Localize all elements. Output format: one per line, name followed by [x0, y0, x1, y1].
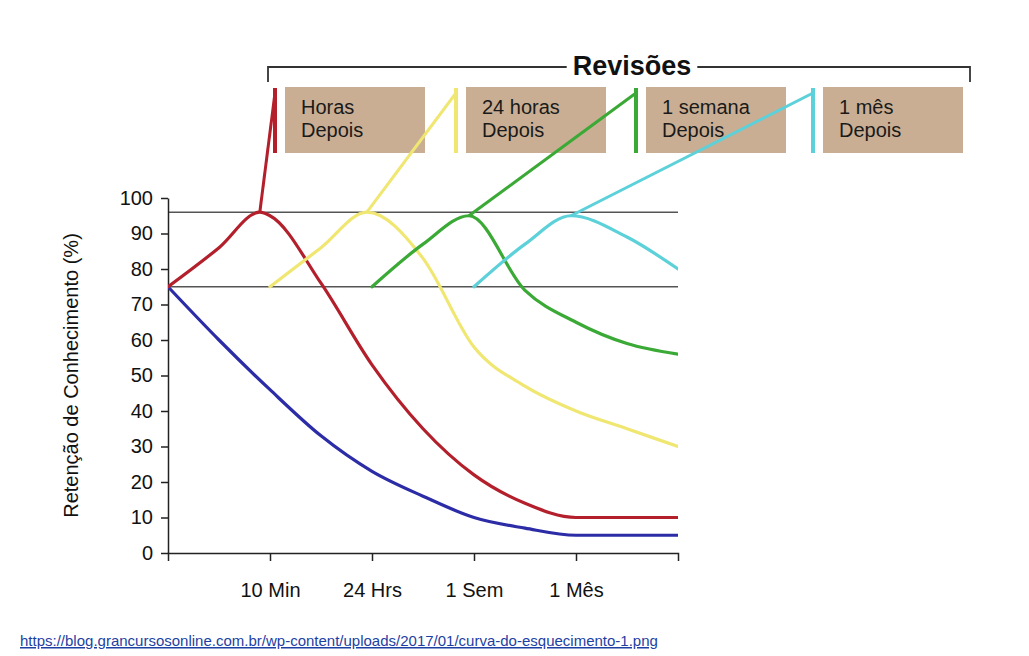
annotation-label: HorasDepois	[301, 96, 363, 141]
y-tick-label: 70	[131, 293, 153, 315]
y-tick: 50	[131, 364, 168, 386]
x-tick-mark	[372, 553, 374, 561]
y-tick-label: 0	[142, 542, 153, 564]
connector	[260, 93, 275, 212]
y-tick: 80	[131, 258, 168, 280]
annotation-line: Depois	[301, 119, 363, 141]
reference-line	[168, 211, 678, 213]
series-line	[270, 212, 678, 446]
series-line	[372, 216, 678, 354]
x-tick-label: 24 Hrs	[343, 579, 402, 601]
y-tick-label: 50	[131, 364, 153, 386]
annotation-label: 1 semanaDepois	[662, 96, 751, 141]
y-tick-mark	[161, 411, 168, 413]
y-tick-mark	[161, 553, 168, 555]
chart: 010203040506070809010010 Min24 Hrs1 Sem1…	[0, 0, 1029, 656]
x-tick-mark	[270, 553, 272, 561]
y-tick: 90	[131, 222, 168, 244]
annotation-line: Depois	[662, 119, 724, 141]
y-tick-mark	[161, 446, 168, 448]
y-tick-label: 90	[131, 222, 153, 244]
y-axis-title: Retenção de Conhecimento (%)	[60, 233, 82, 518]
y-tick-mark	[161, 375, 168, 377]
y-tick: 0	[142, 542, 168, 564]
annotation-line: 1 mês	[839, 96, 893, 118]
series-line	[474, 216, 678, 287]
y-tick: 40	[131, 400, 168, 422]
x-tick: 1 Mês	[549, 553, 603, 601]
source: https://blog.grancursosonline.com.br/wp-…	[20, 632, 658, 649]
y-tick-label: 80	[131, 258, 153, 280]
y-tick-label: 60	[131, 329, 153, 351]
reference-line	[168, 286, 678, 288]
x-tick: 10 Min	[240, 553, 300, 601]
x-tick-mark	[576, 553, 578, 561]
revisions-annotation: RevisõesHorasDepois24 horasDepois1 seman…	[260, 51, 970, 216]
x-tick-label: 10 Min	[240, 579, 300, 601]
y-tick: 30	[131, 435, 168, 457]
connector-bar	[634, 88, 638, 153]
y-tick-mark	[161, 304, 168, 306]
connector-bar	[273, 88, 277, 153]
x-tick-mark	[474, 553, 476, 561]
annotation-box	[823, 87, 963, 153]
y-tick: 60	[131, 329, 168, 351]
y-tick: 10	[131, 506, 168, 528]
y-tick-label: 40	[131, 400, 153, 422]
x-tick: 1 Sem	[446, 553, 504, 601]
annotation-line: 1 semana	[662, 96, 751, 118]
annotation-box	[285, 87, 425, 153]
y-tick-label: 30	[131, 435, 153, 457]
connector	[367, 93, 456, 212]
y-tick: 100	[120, 187, 168, 209]
annotation-label: 1 mêsDepois	[839, 96, 901, 141]
x-axis-line	[169, 554, 679, 562]
annotation-line: Horas	[301, 96, 354, 118]
background	[0, 0, 1029, 656]
y-tick-mark	[161, 482, 168, 484]
y-tick-mark	[161, 340, 168, 342]
x-tick: 24 Hrs	[343, 553, 402, 601]
y-axis: 0 10 20 30 40 50 60 70 80 90 100	[120, 187, 169, 564]
connector	[469, 93, 636, 216]
y-tick-mark	[161, 517, 168, 519]
series-lines	[168, 212, 678, 535]
x-tick-label: 1 Mês	[549, 579, 603, 601]
reference-lines	[168, 212, 678, 287]
y-tick: 70	[131, 293, 168, 315]
y-tick-mark	[161, 233, 168, 235]
title: Revisões	[573, 51, 692, 81]
connector	[571, 93, 813, 216]
x-axis: 10 Min 24 Hrs 1 Sem 1 Mês	[169, 553, 679, 601]
y-tick-mark	[161, 269, 168, 271]
series-line	[168, 212, 678, 517]
annotation-line: Depois	[839, 119, 901, 141]
connector-bar	[811, 88, 815, 153]
y-tick-label: 20	[131, 471, 153, 493]
annotation-box	[466, 87, 606, 153]
y-tick: 20	[131, 471, 168, 493]
x-tick-label: 1 Sem	[446, 579, 504, 601]
y-tick-mark	[161, 198, 168, 200]
series-line	[168, 287, 678, 536]
annotation-line: 24 horas	[482, 96, 560, 118]
annotation-line: Depois	[482, 119, 544, 141]
y-tick-label: 100	[120, 187, 153, 209]
y-tick-label: 10	[131, 506, 153, 528]
annotation-label: 24 horasDepois	[482, 96, 560, 141]
connector-bar	[454, 88, 458, 153]
